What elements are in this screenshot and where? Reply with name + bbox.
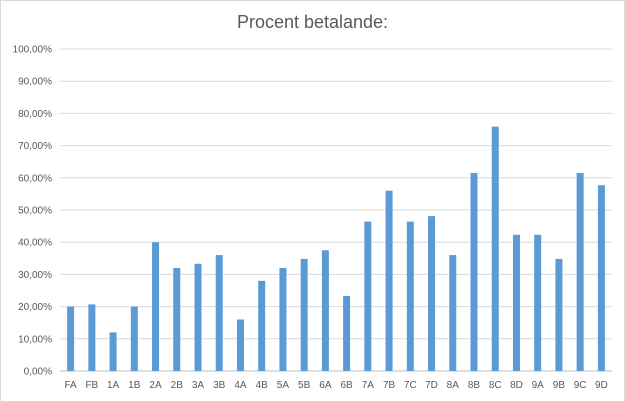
- bar-4a: [236, 319, 244, 371]
- y-tick-label: 100,00%: [13, 45, 53, 56]
- x-tick-label: 3B: [213, 380, 226, 391]
- bar-7b: [385, 190, 393, 371]
- y-tick-label: 10,00%: [18, 334, 52, 345]
- x-tick-label: 6A: [319, 380, 332, 391]
- bar-7c: [406, 221, 414, 371]
- x-tick-label: 1B: [128, 380, 141, 391]
- bar-8a: [449, 255, 457, 371]
- x-tick-label: 9D: [595, 380, 608, 391]
- x-tick-label: 9B: [553, 380, 566, 391]
- y-tick-label: 0,00%: [24, 367, 52, 378]
- y-tick-label: 80,00%: [18, 109, 52, 120]
- x-tick-label: 9A: [532, 380, 545, 391]
- gridlines: [60, 48, 612, 372]
- x-tick-label: 7C: [404, 380, 417, 391]
- bar-8b: [470, 172, 478, 371]
- x-tick-label: 8D: [510, 380, 523, 391]
- x-tick-label: 6B: [340, 380, 353, 391]
- bar-6a: [321, 250, 329, 371]
- bar-5b: [300, 258, 308, 371]
- bar-fa: [67, 306, 75, 371]
- bars: [67, 126, 605, 372]
- bar-4b: [258, 280, 266, 371]
- x-tick-label: 9C: [574, 380, 587, 391]
- bar-9c: [576, 172, 584, 371]
- bar-3b: [215, 255, 223, 371]
- y-tick-label: 50,00%: [18, 206, 52, 217]
- y-tick-label: 20,00%: [18, 302, 52, 313]
- bar-8d: [512, 234, 520, 371]
- bar-9d: [597, 185, 605, 371]
- y-tick-label: 40,00%: [18, 238, 52, 249]
- bar-2a: [152, 242, 160, 371]
- bar-5a: [279, 267, 287, 371]
- bar-7d: [428, 216, 436, 371]
- bar-7a: [364, 221, 372, 371]
- y-tick-label: 60,00%: [18, 173, 52, 184]
- x-tick-label: 4B: [256, 380, 269, 391]
- bar-8c: [491, 126, 499, 372]
- x-tick-label: 3A: [192, 380, 205, 391]
- x-tick-label: 8A: [447, 380, 460, 391]
- bar-6b: [343, 295, 351, 371]
- x-tick-label: 8B: [468, 380, 481, 391]
- y-axis-ticks: 0,00% 10,00% 20,00% 30,00% 40,00% 50,00% 60,00…: [13, 45, 53, 378]
- chart-title: Procent betalande:: [236, 12, 389, 32]
- bar-1b: [130, 306, 138, 371]
- x-tick-label: FB: [85, 380, 98, 391]
- x-tick-label: 7A: [362, 380, 375, 391]
- x-tick-label: 5A: [277, 380, 290, 391]
- x-tick-label: 7B: [383, 380, 396, 391]
- bar-1a: [109, 332, 117, 371]
- x-tick-label: 2A: [149, 380, 162, 391]
- x-tick-label: 7D: [425, 380, 438, 391]
- x-tick-label: 1A: [107, 380, 120, 391]
- x-tick-label: 5B: [298, 380, 311, 391]
- bar-9a: [534, 234, 542, 371]
- y-tick-label: 30,00%: [18, 270, 52, 281]
- bar-3a: [194, 263, 202, 371]
- y-tick-label: 70,00%: [18, 141, 52, 152]
- x-axis-ticks: FA FB 1A 1B 2A 2B 3A 3B 4A 4B 5A 5B 6A 6B 7A 7B 7C 7D 8A 8B…: [64, 380, 607, 391]
- bar-fb: [88, 304, 96, 371]
- y-tick-label: 90,00%: [18, 77, 52, 88]
- x-tick-label: FA: [64, 380, 77, 391]
- x-tick-label: 8C: [489, 380, 502, 391]
- bar-9b: [555, 258, 563, 371]
- x-tick-label: 2B: [171, 380, 184, 391]
- bar-2b: [173, 267, 181, 371]
- x-tick-label: 4A: [234, 380, 247, 391]
